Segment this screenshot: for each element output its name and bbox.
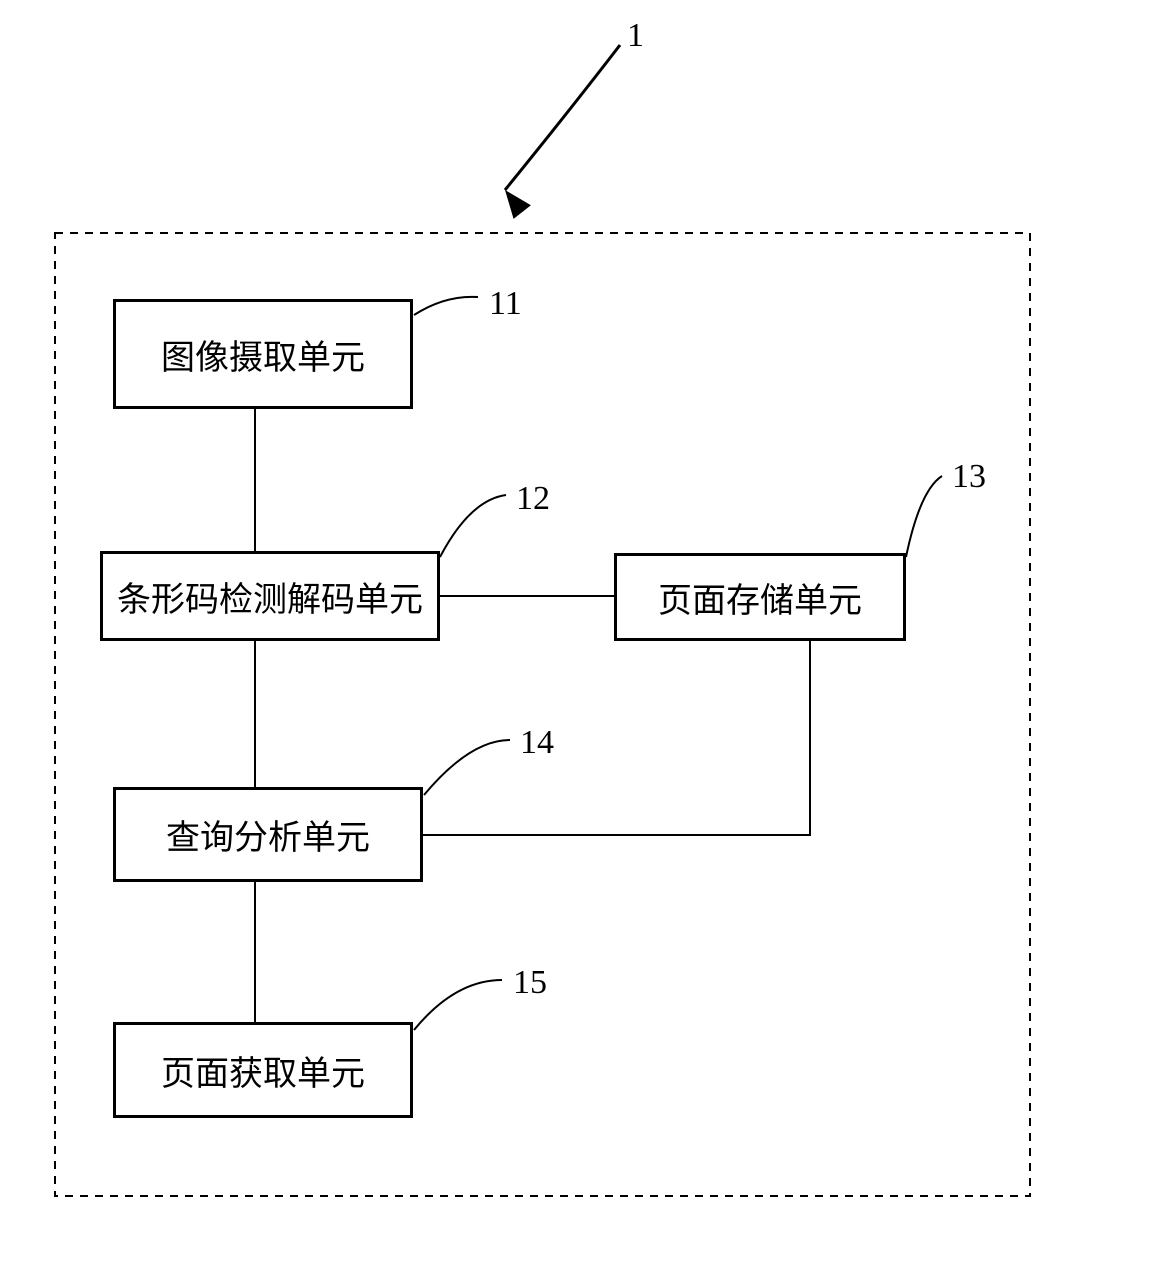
node-label: 页面存储单元 xyxy=(658,573,862,622)
node-image-capture-unit: 图像摄取单元 xyxy=(113,299,413,409)
node-label: 图像摄取单元 xyxy=(161,330,365,379)
node-label: 页面获取单元 xyxy=(161,1046,365,1095)
node-barcode-decode-unit: 条形码检测解码单元 xyxy=(100,551,440,641)
node-label: 查询分析单元 xyxy=(166,810,370,859)
ref-label-11: 11 xyxy=(489,285,522,323)
ref-label-12: 12 xyxy=(516,480,550,518)
node-label: 条形码检测解码单元 xyxy=(117,572,423,621)
pointer-label-1: 1 xyxy=(627,17,644,55)
ref-label-13: 13 xyxy=(952,458,986,496)
diagram-canvas: 图像摄取单元 条形码检测解码单元 页面存储单元 查询分析单元 页面获取单元 11… xyxy=(0,0,1162,1265)
node-page-storage-unit: 页面存储单元 xyxy=(614,553,906,641)
ref-label-15: 15 xyxy=(513,964,547,1002)
ref-label-14: 14 xyxy=(520,724,554,762)
node-page-fetch-unit: 页面获取单元 xyxy=(113,1022,413,1118)
node-query-analysis-unit: 查询分析单元 xyxy=(113,787,423,882)
